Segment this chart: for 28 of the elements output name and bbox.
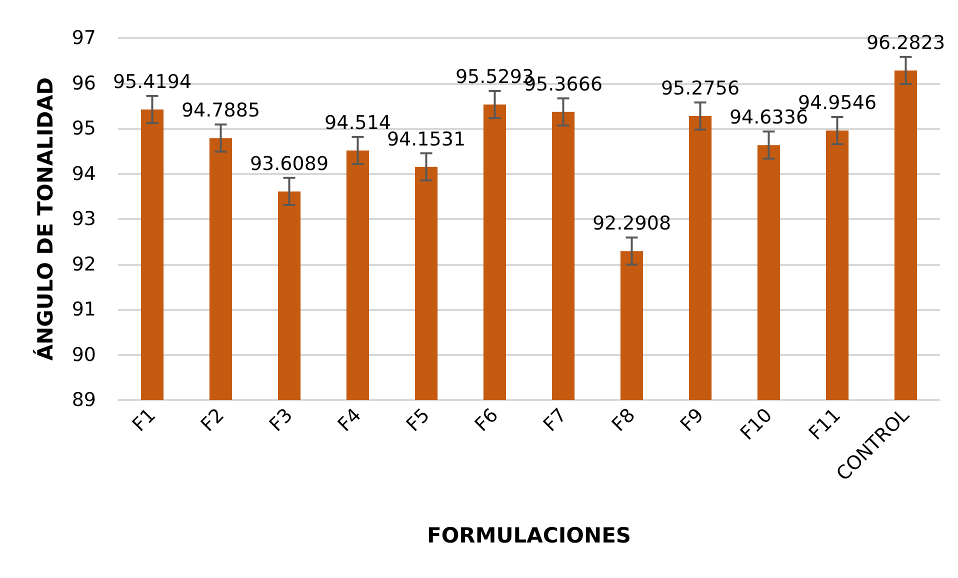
x-tick-label: F7 xyxy=(539,404,572,436)
x-tick-label: F5 xyxy=(402,404,434,436)
data-label: 94.7885 xyxy=(181,100,260,122)
data-label: 92.2908 xyxy=(592,212,672,235)
y-axis-title: ÁNGULO DE TONALIDAD xyxy=(32,77,58,361)
data-label: 95.2756 xyxy=(660,78,740,100)
y-tick-label: 97 xyxy=(72,27,96,49)
data-label: 96.2823 xyxy=(866,32,946,54)
x-tick-label: F4 xyxy=(334,404,366,436)
y-tick-label: 93 xyxy=(72,208,96,230)
y-tick-label: 91 xyxy=(72,298,96,320)
x-axis-title: FORMULACIONES xyxy=(426,524,632,548)
y-tick-label: 89 xyxy=(72,389,96,411)
y-tick-label: 90 xyxy=(72,344,96,366)
data-label: 94.1531 xyxy=(386,128,466,150)
x-tick-label: F10 xyxy=(736,404,777,445)
y-tick-label: 96 xyxy=(72,72,96,94)
data-label: 93.6089 xyxy=(250,152,329,175)
y-tick-label: 94 xyxy=(72,162,96,185)
x-tick-label: F3 xyxy=(265,404,298,436)
x-tick-label: F2 xyxy=(196,404,229,436)
x-tick-label: F6 xyxy=(470,404,503,436)
x-tick-label: F9 xyxy=(676,404,708,436)
y-tick-label: 95 xyxy=(72,118,96,140)
x-tick-label: F8 xyxy=(608,404,640,436)
data-label: 95.4194 xyxy=(112,71,192,94)
x-tick-label: F1 xyxy=(128,404,160,436)
y-tick-label: 92 xyxy=(72,253,96,276)
